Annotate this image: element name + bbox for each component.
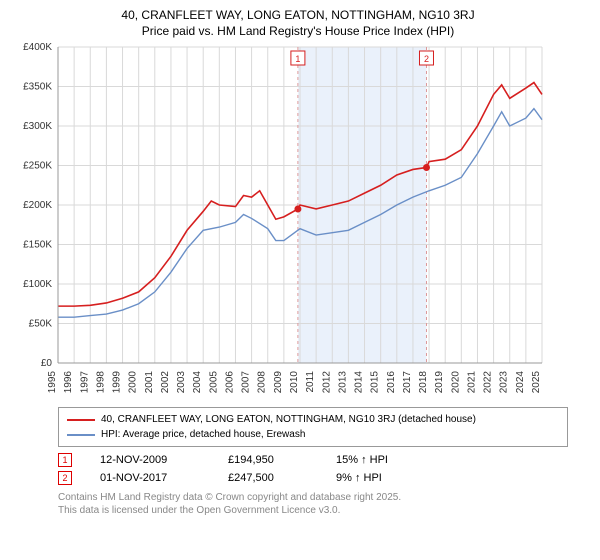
svg-text:2018: 2018	[418, 371, 429, 394]
svg-text:£100K: £100K	[23, 279, 52, 290]
marker-num-box: 1	[58, 453, 72, 467]
svg-text:2013: 2013	[337, 371, 348, 394]
svg-text:£0: £0	[41, 358, 53, 369]
svg-text:1996: 1996	[63, 371, 74, 394]
legend-swatch-1	[67, 419, 95, 421]
legend-label-2: HPI: Average price, detached house, Erew…	[101, 427, 305, 442]
svg-text:2019: 2019	[434, 371, 445, 394]
svg-text:2017: 2017	[402, 371, 413, 394]
svg-text:2022: 2022	[483, 371, 494, 394]
svg-text:2010: 2010	[289, 371, 300, 394]
attribution: Contains HM Land Registry data © Crown c…	[58, 491, 588, 517]
svg-text:2015: 2015	[370, 371, 381, 394]
svg-text:2014: 2014	[354, 371, 365, 394]
svg-text:2006: 2006	[224, 371, 235, 394]
marker-date: 12-NOV-2009	[100, 454, 200, 466]
svg-text:2005: 2005	[208, 371, 219, 394]
svg-text:£400K: £400K	[23, 43, 52, 53]
svg-text:2001: 2001	[144, 371, 155, 394]
svg-text:£50K: £50K	[29, 319, 53, 330]
svg-text:2003: 2003	[176, 371, 187, 394]
svg-text:2012: 2012	[321, 371, 332, 394]
svg-text:2011: 2011	[305, 371, 316, 393]
attribution-line2: This data is licensed under the Open Gov…	[58, 504, 588, 517]
svg-text:2024: 2024	[515, 371, 526, 394]
svg-text:£150K: £150K	[23, 240, 52, 251]
svg-text:1998: 1998	[95, 371, 106, 394]
svg-text:2021: 2021	[466, 371, 477, 394]
marker-row: 1 12-NOV-2009 £194,950 15% ↑ HPI	[58, 451, 588, 469]
marker-table: 1 12-NOV-2009 £194,950 15% ↑ HPI 2 01-NOV-201…	[58, 451, 588, 487]
line-chart: £0 £50K £100K £150K £200K £250K £300K £350K £400…	[8, 43, 548, 403]
svg-text:2023: 2023	[499, 371, 510, 394]
marker-diff: 15% ↑ HPI	[336, 454, 388, 466]
legend: 40, CRANFLEET WAY, LONG EATON, NOTTINGHA…	[58, 407, 568, 447]
svg-text:2020: 2020	[450, 371, 461, 394]
svg-text:1997: 1997	[79, 371, 90, 394]
svg-text:£250K: £250K	[23, 161, 52, 172]
marker-price: £247,500	[228, 472, 308, 484]
svg-text:2009: 2009	[273, 371, 284, 394]
marker-row: 2 01-NOV-2017 £247,500 9% ↑ HPI	[58, 469, 588, 487]
legend-row-2: HPI: Average price, detached house, Erew…	[67, 427, 559, 442]
marker-price: £194,950	[228, 454, 308, 466]
svg-text:£350K: £350K	[23, 82, 52, 93]
svg-text:2000: 2000	[128, 371, 139, 394]
svg-text:1995: 1995	[47, 371, 58, 394]
title-line2: Price paid vs. HM Land Registry's House …	[8, 24, 588, 40]
legend-row-1: 40, CRANFLEET WAY, LONG EATON, NOTTINGHA…	[67, 412, 559, 427]
title-line1: 40, CRANFLEET WAY, LONG EATON, NOTTINGHA…	[8, 8, 588, 24]
legend-label-1: 40, CRANFLEET WAY, LONG EATON, NOTTINGHA…	[101, 412, 476, 427]
svg-text:2: 2	[424, 54, 429, 64]
svg-text:2002: 2002	[160, 371, 171, 394]
svg-text:1999: 1999	[112, 371, 123, 394]
svg-text:2007: 2007	[241, 371, 252, 394]
svg-text:2025: 2025	[531, 371, 542, 394]
marker-date: 01-NOV-2017	[100, 472, 200, 484]
svg-text:2008: 2008	[257, 371, 268, 394]
marker-diff: 9% ↑ HPI	[336, 472, 382, 484]
svg-text:2016: 2016	[386, 371, 397, 394]
attribution-line1: Contains HM Land Registry data © Crown c…	[58, 491, 588, 504]
svg-text:2004: 2004	[192, 371, 203, 394]
marker-num-box: 2	[58, 471, 72, 485]
chart-title: 40, CRANFLEET WAY, LONG EATON, NOTTINGHA…	[8, 8, 588, 39]
svg-text:1: 1	[295, 54, 300, 64]
legend-swatch-2	[67, 434, 95, 436]
svg-text:£300K: £300K	[23, 121, 52, 132]
svg-text:£200K: £200K	[23, 200, 52, 211]
chart-area: £0 £50K £100K £150K £200K £250K £300K £350K £400…	[8, 43, 588, 403]
